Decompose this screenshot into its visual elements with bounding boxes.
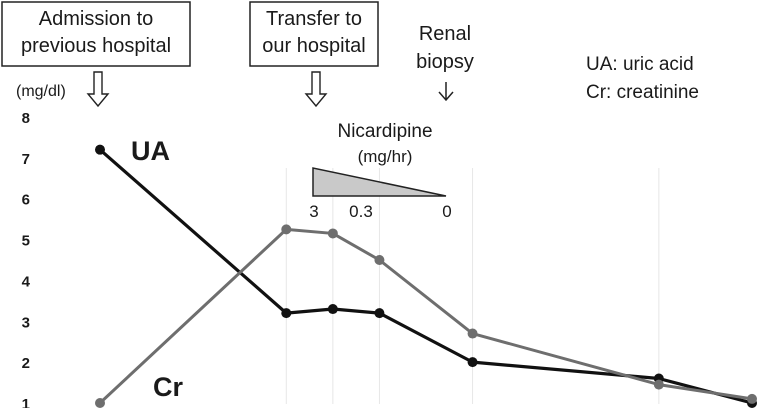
data-series: UA Cr xyxy=(95,136,757,408)
legend-note-line-1: UA: uric acid xyxy=(586,54,694,75)
transfer-label-line-2: our hospital xyxy=(262,35,365,57)
point-cr-4 xyxy=(374,255,385,265)
nicardipine-wedge xyxy=(312,167,447,197)
admission-label-line-1: Admission to xyxy=(39,8,154,30)
y-tick-label-4: 4 xyxy=(22,273,31,290)
nicardipine-dose-1: 3 xyxy=(309,202,318,221)
y-axis-label: (mg/dl) xyxy=(16,83,66,100)
admission-label-line-2: previous hospital xyxy=(21,35,171,57)
point-ua-3 xyxy=(327,304,338,315)
point-cr-2 xyxy=(281,224,292,235)
nicardipine-dose-2: 0.3 xyxy=(349,202,373,221)
point-cr-7 xyxy=(747,393,757,404)
y-tick-label-7: 7 xyxy=(22,151,30,168)
series-label-cr: Cr xyxy=(153,372,183,402)
admission-arrow xyxy=(86,71,110,108)
biopsy-arrow xyxy=(438,82,454,102)
y-tick-label-5: 5 xyxy=(22,233,30,250)
nicardipine-dose-3: 0 xyxy=(442,202,451,221)
nicardipine-unit: (mg/hr) xyxy=(358,147,413,166)
y-tick-label-1: 1 xyxy=(22,396,30,408)
transfer-arrow xyxy=(304,71,328,108)
point-cr-6 xyxy=(653,379,664,390)
point-ua-4 xyxy=(374,308,385,319)
series-label-ua: UA xyxy=(131,136,170,166)
annotations: Admission to previous hospital Transfer to… xyxy=(1,1,699,221)
series-line-ua xyxy=(98,148,753,405)
biopsy-label-line-1: Renal xyxy=(419,23,471,45)
point-ua-5 xyxy=(467,357,478,368)
y-tick-label-2: 2 xyxy=(22,355,30,372)
y-tick-label-6: 6 xyxy=(22,192,30,209)
transfer-label-box xyxy=(249,1,379,67)
y-tick-label-8: 8 xyxy=(22,110,30,127)
transfer-label-line-1: Transfer to xyxy=(266,8,362,30)
legend-note-line-2: Cr: creatinine xyxy=(586,82,699,103)
admission-label-box xyxy=(1,1,191,67)
point-ua-2 xyxy=(281,308,292,319)
nicardipine-title: Nicardipine xyxy=(337,121,432,142)
point-cr-3 xyxy=(327,228,338,239)
biopsy-label-line-2: biopsy xyxy=(416,51,474,73)
y-axis-ticks: 1 2 3 4 5 6 7 8 (mg/dl) xyxy=(16,83,66,408)
point-cr-5 xyxy=(467,328,478,339)
point-cr-1 xyxy=(95,398,105,408)
y-tick-label-3: 3 xyxy=(22,314,30,331)
point-ua-1 xyxy=(95,144,105,155)
